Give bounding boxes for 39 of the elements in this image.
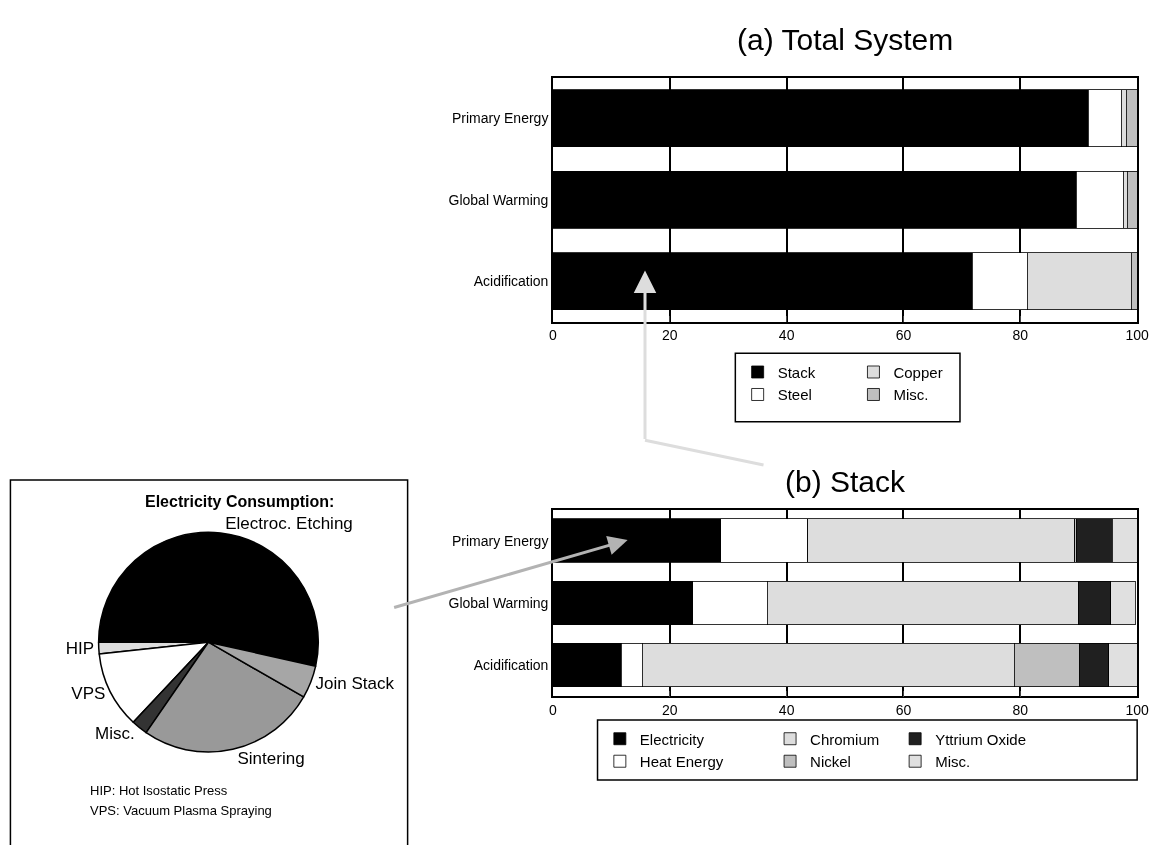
legend-label: Heat Energy [639, 753, 724, 771]
legend-label: Nickel [810, 753, 851, 771]
x-tick-label: 40 [778, 701, 795, 718]
legend-label: Electricity [639, 730, 705, 748]
text: VPS: Vacuum Plasma Spraying [90, 803, 272, 818]
chart-title: Electricity Consumption: [145, 493, 335, 510]
legend-label: Chromium [810, 730, 880, 748]
x-tick-label: 20 [662, 701, 678, 718]
y-tick-label: Global Warming [448, 191, 549, 208]
x-tick-label: 0 [549, 327, 558, 344]
legend-label: Stack [777, 363, 816, 381]
slice-label: Electroc. Etching [225, 514, 353, 534]
x-tick-label: 80 [1012, 701, 1029, 718]
x-tick-label: 20 [662, 327, 678, 344]
x-tick-label: 0 [549, 701, 558, 718]
x-tick-label: 80 [1012, 327, 1029, 344]
y-tick-label: Primary Energy [451, 532, 549, 549]
slice-label: HIP [65, 638, 94, 658]
y-tick-label: Global Warming [448, 594, 549, 611]
y-tick-label: Acidification [473, 657, 549, 674]
slice-label: Join Stack [315, 673, 395, 693]
text: HIP: Hot Isostatic Press [90, 783, 228, 798]
legend-label: Copper [893, 363, 943, 381]
chart-title: (b) Stack [785, 465, 907, 498]
x-tick-label: 40 [778, 327, 795, 344]
slice-label: Sintering [237, 748, 305, 768]
slice-label: VPS [71, 683, 106, 703]
y-tick-label: Acidification [473, 273, 549, 290]
y-tick-label: Primary Energy [451, 110, 549, 127]
legend-label: Misc. [893, 386, 929, 404]
legend-label: Steel [777, 386, 812, 404]
legend-label: Misc. [935, 753, 971, 771]
slice-label: Misc. [95, 723, 135, 743]
x-tick-label: 60 [895, 327, 912, 344]
chart-title: (a) Total System [737, 23, 954, 56]
x-tick-label: 100 [1125, 327, 1150, 344]
legend-label: Yttrium Oxide [935, 730, 1026, 748]
x-tick-label: 100 [1125, 701, 1150, 718]
x-tick-label: 60 [895, 701, 912, 718]
